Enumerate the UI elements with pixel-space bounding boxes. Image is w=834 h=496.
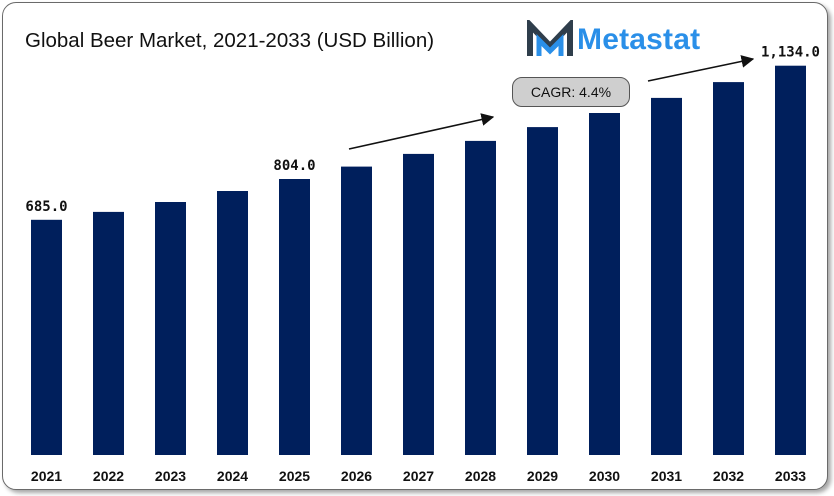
- x-tick-label: 2030: [589, 468, 620, 484]
- x-tick-label: 2024: [217, 468, 248, 484]
- bar-2022: [93, 211, 124, 455]
- metastat-logo: Metastat: [527, 17, 700, 63]
- chart-title: Global Beer Market, 2021-2033 (USD Billi…: [25, 29, 435, 52]
- x-tick-label: 2033: [775, 468, 806, 484]
- bar-2024: [217, 191, 248, 455]
- x-tick-label: 2025: [279, 468, 310, 484]
- growth-arrow-right: [647, 55, 755, 82]
- bar-chart: 2021 2022 2023 2024 2025 2026 2027 2028 2029 2030…: [25, 45, 820, 484]
- logo-text: Metastat: [577, 23, 701, 56]
- bar-2031: [651, 97, 682, 456]
- x-tick-label: 2029: [527, 468, 558, 484]
- bar-2029: [527, 127, 558, 455]
- x-tick-label: 2031: [651, 468, 682, 484]
- bar-2025: [279, 179, 310, 455]
- bar-2027: [403, 153, 434, 455]
- x-tick-label: 2028: [465, 468, 496, 484]
- metastat-m-logo-icon: [527, 20, 573, 56]
- bar-2026: [341, 166, 372, 455]
- data-label-2025: 804.0: [273, 158, 315, 174]
- bar-2030: [589, 113, 620, 455]
- bar-2028: [465, 140, 496, 455]
- x-tick-label: 2032: [713, 468, 744, 484]
- bar-2033: [775, 65, 806, 455]
- x-tick-label: 2027: [403, 468, 434, 484]
- cagr-badge: CAGR: 4.4%: [512, 77, 630, 107]
- data-label-2021: 685.0: [25, 199, 67, 215]
- x-tick-label: 2023: [155, 468, 186, 484]
- bar-2021: [31, 219, 62, 455]
- data-label-2033: 1,134.0: [761, 45, 820, 61]
- chart-frame: Global Beer Market, 2021-2033 (USD Billi…: [2, 2, 828, 490]
- x-tick-label: 2026: [341, 468, 372, 484]
- bar-2023: [155, 202, 186, 455]
- bar-2032: [713, 82, 744, 455]
- x-tick-label: 2022: [93, 468, 124, 484]
- growth-arrow-left: [348, 113, 495, 150]
- x-tick-label: 2021: [31, 468, 62, 484]
